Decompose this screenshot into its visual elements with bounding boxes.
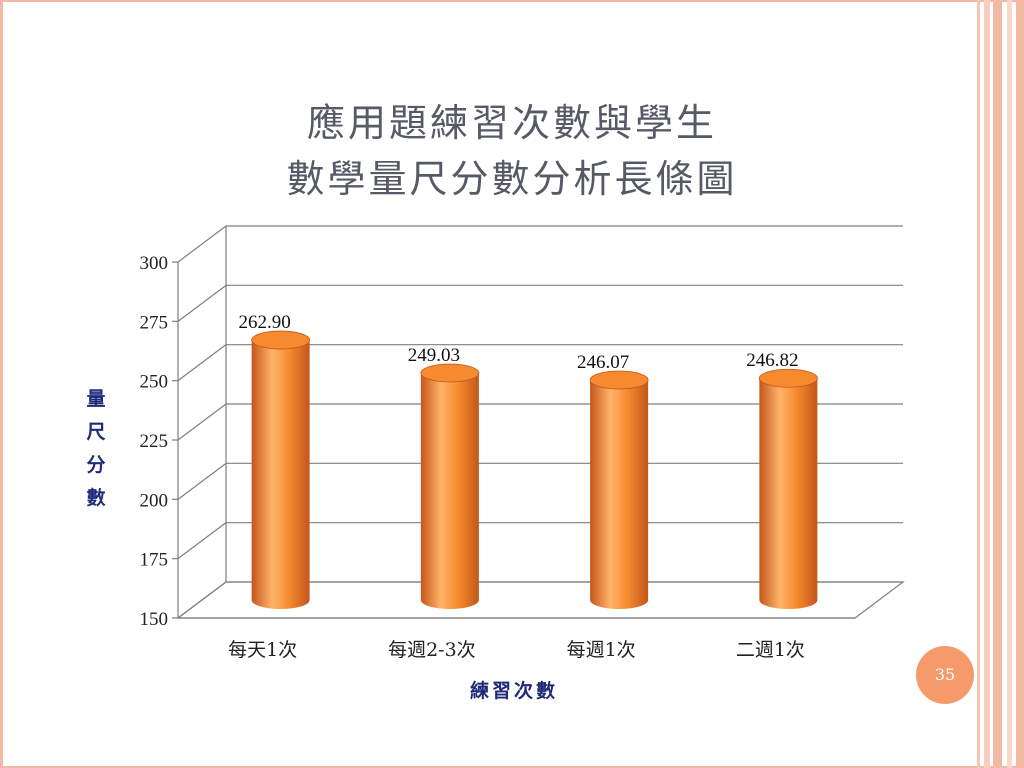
data-label: 249.03 — [408, 345, 460, 366]
y-tick-label: 275 — [140, 312, 169, 333]
gridline-diagonal — [177, 225, 227, 263]
gridline-diagonal — [177, 284, 227, 322]
gridline-diagonal — [177, 403, 227, 441]
y-tick-label: 150 — [140, 609, 169, 630]
data-label: 262.90 — [239, 312, 291, 333]
y-tick-label: 175 — [140, 550, 169, 571]
y-tick-label: 250 — [140, 372, 169, 393]
bar-body — [759, 378, 818, 609]
bar-top — [758, 368, 818, 388]
y-tick-label: 225 — [140, 431, 169, 452]
slide-frame-bottom — [0, 766, 1024, 768]
bar-4 — [758, 368, 818, 609]
data-label: 246.07 — [577, 352, 629, 373]
y-tick-label: 300 — [140, 253, 169, 274]
decorative-side-stripes — [976, 0, 1024, 768]
data-label: 246.82 — [746, 350, 798, 371]
bar-body — [251, 340, 310, 609]
x-category-label: 每天1次 — [228, 639, 297, 661]
y-axis-title: 量 — [86, 388, 105, 410]
bar-top — [251, 330, 311, 350]
bar-top — [589, 370, 649, 390]
bar-body — [590, 379, 649, 609]
gridline-diagonal — [177, 522, 227, 560]
slide-frame-top — [0, 0, 1024, 2]
gridline-diagonal — [177, 344, 227, 382]
slide-frame-left — [0, 0, 3, 768]
slide-title-line-1: 應用題練習次數與學生 — [306, 101, 717, 145]
y-axis-title: 數 — [86, 487, 105, 509]
y-tick-label: 200 — [140, 490, 169, 511]
bar-3 — [589, 370, 649, 609]
page-number-badge: 35 — [916, 646, 974, 704]
x-category-label: 每週2-3次 — [388, 639, 476, 661]
slide-title-line-2: 數學量尺分數分析長條圖 — [286, 157, 738, 201]
x-category-label: 二週1次 — [736, 639, 805, 661]
bar-2 — [420, 363, 480, 609]
gridline-diagonal — [177, 462, 227, 500]
y-axis-title: 分 — [86, 454, 105, 476]
bar-body — [420, 372, 479, 609]
y-axis-title: 尺 — [86, 421, 105, 443]
bar-1 — [251, 330, 311, 609]
x-axis-title: 練習次數 — [470, 679, 558, 702]
bar-top — [420, 363, 480, 383]
x-category-label: 每週1次 — [567, 639, 636, 661]
